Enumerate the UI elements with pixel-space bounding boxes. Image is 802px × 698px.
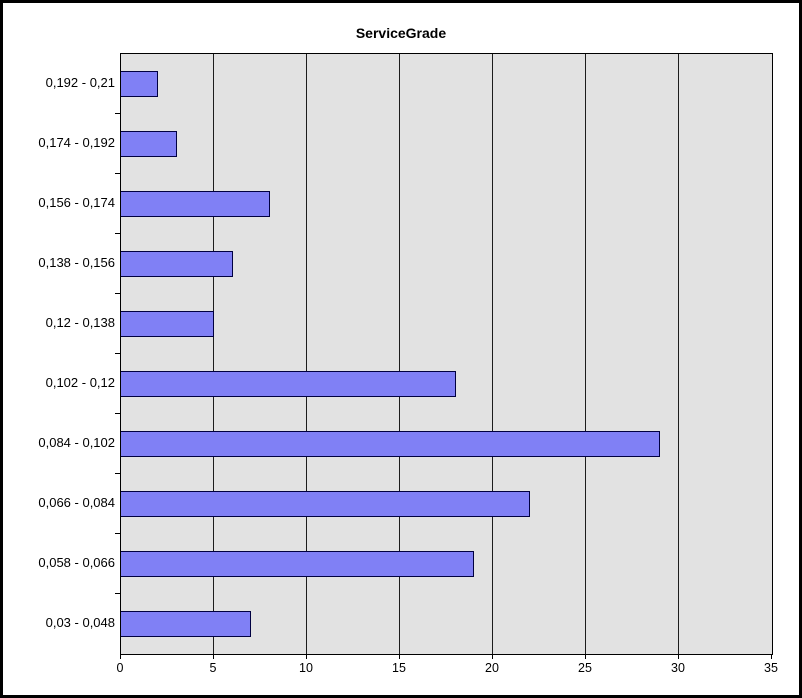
- x-axis-tick-15: [399, 655, 400, 659]
- x-axis-tick-5: [213, 655, 214, 659]
- x-axis-label-35: 35: [764, 661, 778, 675]
- bar-0,192 - 0,21: [121, 71, 158, 97]
- gridline-x-5: [213, 54, 214, 654]
- y-axis-label: 0,102 - 0,12: [45, 375, 115, 390]
- y-axis-tick: [115, 173, 120, 174]
- y-axis-tick: [115, 233, 120, 234]
- x-axis-label-0: 0: [116, 661, 124, 675]
- gridline-x-20: [492, 54, 493, 654]
- x-axis-tick-0: [120, 655, 121, 659]
- x-axis-tick-20: [492, 655, 493, 659]
- y-axis-label: 0,156 - 0,174: [38, 195, 115, 210]
- x-axis-tick-25: [585, 655, 586, 659]
- chart-title: ServiceGrade: [355, 25, 447, 41]
- bar-0,03 - 0,048: [121, 611, 251, 637]
- y-axis-tick: [115, 353, 120, 354]
- y-axis-label: 0,12 - 0,138: [45, 315, 115, 330]
- y-axis-label: 0,066 - 0,084: [38, 495, 115, 510]
- gridline-x-10: [306, 54, 307, 654]
- x-axis-label-20: 20: [485, 661, 499, 675]
- bar-0,058 - 0,066: [121, 551, 474, 577]
- y-axis-tick: [115, 473, 120, 474]
- y-axis-label: 0,174 - 0,192: [38, 135, 115, 150]
- bar-0,156 - 0,174: [121, 191, 270, 217]
- y-axis-tick: [115, 293, 120, 294]
- y-axis-tick: [115, 533, 120, 534]
- x-axis-tick-30: [678, 655, 679, 659]
- bar-0,084 - 0,102: [121, 431, 660, 457]
- gridline-x-15: [399, 54, 400, 654]
- bar-0,12 - 0,138: [121, 311, 214, 337]
- x-axis-label-30: 30: [671, 661, 685, 675]
- plot-area: [120, 53, 773, 655]
- y-axis-label: 0,138 - 0,156: [38, 255, 115, 270]
- x-axis-tick-10: [306, 655, 307, 659]
- y-axis-label: 0,084 - 0,102: [38, 435, 115, 450]
- y-axis-tick: [115, 113, 120, 114]
- x-axis-label-10: 10: [299, 661, 313, 675]
- y-axis-tick: [115, 413, 120, 414]
- y-axis-label: 0,03 - 0,048: [45, 615, 115, 630]
- bar-0,102 - 0,12: [121, 371, 456, 397]
- bar-0,138 - 0,156: [121, 251, 233, 277]
- x-axis-label-15: 15: [392, 661, 406, 675]
- y-axis-tick: [115, 593, 120, 594]
- y-axis-label: 0,192 - 0,21: [45, 75, 115, 90]
- bar-0,174 - 0,192: [121, 131, 177, 157]
- gridline-x-25: [585, 54, 586, 654]
- x-axis-label-25: 25: [578, 661, 592, 675]
- bar-0,066 - 0,084: [121, 491, 530, 517]
- y-axis-label: 0,058 - 0,066: [38, 555, 115, 570]
- x-axis-tick-35: [771, 655, 772, 659]
- gridline-x-30: [678, 54, 679, 654]
- x-axis-label-5: 5: [209, 661, 217, 675]
